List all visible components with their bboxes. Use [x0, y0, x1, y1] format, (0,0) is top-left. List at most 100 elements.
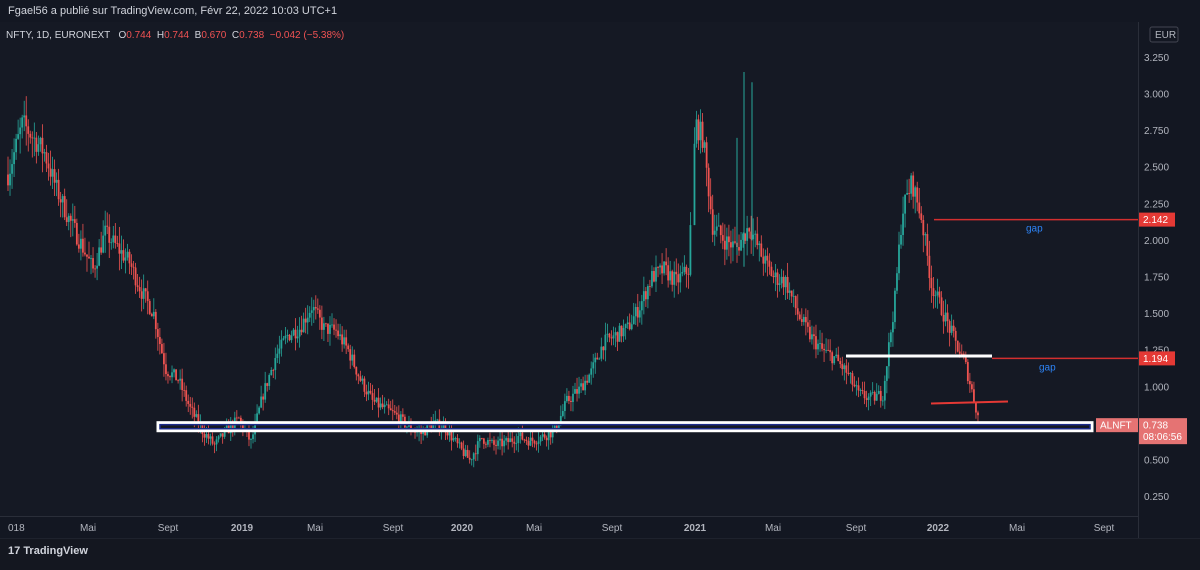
candle-body: [69, 215, 72, 221]
candle-body: [794, 296, 797, 309]
time-tick-label: Mai: [307, 523, 323, 534]
candle-body: [165, 364, 167, 375]
close-value: 0.738: [239, 30, 265, 41]
candle-body: [23, 115, 26, 118]
chart-pane[interactable]: [0, 22, 1138, 516]
candle-body: [35, 137, 38, 152]
time-tick-label: Sept: [846, 523, 867, 534]
candle-body: [329, 324, 331, 334]
candle-body: [576, 389, 578, 394]
candle-body: [655, 267, 657, 282]
candle-body: [740, 239, 742, 251]
candle-body: [938, 291, 941, 298]
candle-body: [57, 179, 60, 200]
candle-body: [946, 312, 949, 321]
price-axis[interactable]: [1138, 22, 1200, 538]
candle-body: [371, 393, 374, 400]
candle-body: [7, 174, 9, 186]
candle-body: [300, 329, 303, 333]
candle-body: [588, 374, 591, 383]
candle-body: [355, 366, 358, 375]
candle-body: [713, 230, 716, 235]
open-value: 0.744: [126, 30, 152, 41]
candle-body: [934, 295, 937, 297]
candle-body: [239, 417, 242, 422]
price-tick-label: 3.000: [1144, 90, 1169, 101]
candle-body: [353, 354, 356, 367]
candle-body: [857, 385, 860, 391]
time-tick-label: Mai: [80, 523, 96, 534]
candle-body: [566, 395, 568, 402]
candle-body: [509, 438, 512, 443]
candle-body: [318, 309, 321, 318]
candle-body: [809, 326, 811, 340]
support-box: [156, 421, 1094, 433]
candle-body: [468, 457, 471, 460]
high-value: 0.744: [164, 30, 190, 41]
candle-body: [71, 219, 74, 221]
candle-body: [701, 121, 704, 148]
candle-body: [748, 228, 751, 232]
candle-body: [661, 265, 663, 274]
candle-body: [320, 317, 323, 330]
candle-body: [231, 423, 234, 430]
candle-body: [448, 430, 451, 436]
candle-body: [480, 437, 483, 439]
time-axis[interactable]: [0, 516, 1138, 539]
candle-body: [389, 408, 392, 411]
candle-body: [148, 300, 151, 314]
symbol-legend[interactable]: NFTY, 1D, EURONEXT O0.744 H0.744 B0.670 …: [6, 30, 344, 41]
price-tag-label: 2.142: [1143, 215, 1168, 226]
candle-body: [373, 399, 376, 402]
candle-body: [545, 437, 548, 441]
candle-body: [209, 436, 212, 439]
candle-body: [894, 290, 896, 323]
candle-body: [487, 440, 489, 445]
candle-body: [679, 273, 682, 283]
candle-body: [325, 323, 327, 325]
candle-body: [734, 241, 736, 243]
candle-body: [711, 209, 714, 235]
candle-body: [900, 234, 902, 245]
candle-body: [337, 330, 339, 337]
tradingview-logo[interactable]: 17 TradingView: [8, 545, 88, 557]
candle-body: [515, 442, 518, 444]
candle-body: [124, 257, 127, 261]
candle-body: [59, 199, 62, 203]
time-tick-label: Mai: [526, 523, 542, 534]
candle-body: [653, 271, 655, 282]
candle-body: [685, 266, 688, 274]
candle-body: [883, 380, 886, 401]
candle-body: [37, 144, 40, 152]
candle-body: [31, 137, 34, 139]
change-value: −0.042 (−5.38%): [269, 30, 345, 41]
candle-body: [709, 196, 712, 210]
candle-body: [780, 276, 783, 284]
candle-body: [242, 421, 244, 430]
candle-body: [956, 340, 959, 352]
candle-body: [183, 390, 186, 391]
candle-body: [493, 440, 495, 445]
candle-body: [693, 143, 696, 226]
candle-body: [968, 381, 971, 385]
candle-body: [604, 334, 607, 351]
candle-body: [397, 414, 400, 424]
candle-body: [221, 433, 224, 437]
candle-body: [553, 425, 556, 430]
candle-body: [910, 175, 913, 194]
candle-body: [533, 440, 536, 444]
candle-body: [369, 390, 372, 394]
candle-body: [721, 235, 724, 241]
candle-body: [377, 397, 380, 408]
candle-body: [391, 410, 394, 412]
candle-body: [928, 255, 931, 279]
candle-body: [845, 365, 848, 373]
open-label: O: [118, 30, 127, 41]
candle-body: [100, 247, 103, 253]
candle-body: [764, 255, 767, 264]
current-price-label: 0.738: [1143, 421, 1168, 432]
candle-body: [537, 441, 540, 444]
candle-body: [699, 121, 702, 141]
candle-body: [920, 213, 923, 221]
candle-body: [424, 430, 427, 436]
